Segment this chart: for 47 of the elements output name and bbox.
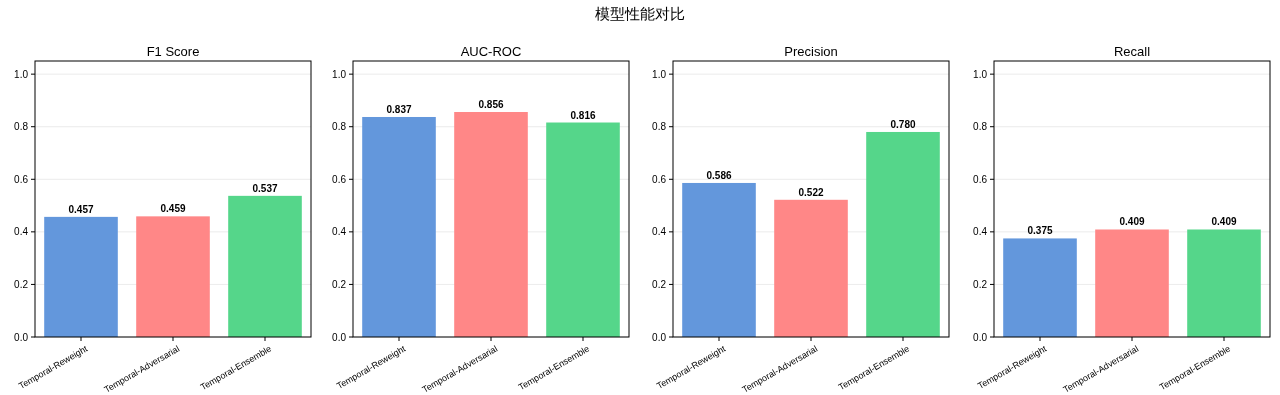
bar — [228, 195, 302, 337]
bar — [774, 199, 848, 337]
y-tick-label: 0.4 — [652, 226, 667, 238]
text: 模型性能对比 — [595, 5, 685, 22]
data-label: 0.459 — [160, 203, 186, 215]
y-tick-label: 0.8 — [652, 121, 667, 133]
bar — [136, 216, 210, 337]
bar — [44, 216, 118, 337]
y-tick-label: 1.0 — [973, 68, 988, 80]
y-tick-label: 0.8 — [332, 121, 347, 133]
y-tick-label: 1.0 — [14, 68, 29, 80]
y-tick-label: 0.6 — [973, 173, 988, 185]
y-tick-label: 0.2 — [652, 278, 667, 290]
y-tick-label: 0.0 — [332, 331, 347, 343]
y-tick-label: 0.6 — [652, 173, 667, 185]
data-label: 0.780 — [890, 118, 916, 130]
data-label: 0.816 — [570, 109, 596, 121]
data-label: 0.856 — [478, 98, 504, 110]
data-label: 0.586 — [706, 169, 732, 181]
y-tick-label: 0.2 — [14, 278, 29, 290]
data-label: 0.375 — [1027, 225, 1053, 237]
y-tick-label: 0.4 — [332, 226, 347, 238]
y-tick-label: 0.0 — [652, 331, 667, 343]
y-tick-label: 1.0 — [332, 68, 347, 80]
y-tick-label: 0.0 — [973, 331, 988, 343]
y-tick-label: 1.0 — [652, 68, 667, 80]
y-tick-label: 0.8 — [14, 121, 29, 133]
y-tick-label: 0.0 — [14, 331, 29, 343]
y-tick-label: 0.8 — [973, 121, 988, 133]
bar — [682, 182, 756, 337]
data-label: 0.537 — [252, 182, 278, 194]
y-tick-label: 0.4 — [973, 226, 988, 238]
y-tick-label: 0.6 — [332, 173, 347, 185]
chart-title: AUC-ROC — [460, 44, 522, 59]
y-tick-label: 0.2 — [973, 278, 988, 290]
data-label: 0.409 — [1119, 216, 1145, 228]
y-tick-label: 0.4 — [14, 226, 29, 238]
data-label: 0.409 — [1211, 216, 1237, 228]
y-tick-label: 0.6 — [14, 173, 29, 185]
bar — [866, 131, 940, 337]
data-label: 0.522 — [798, 186, 824, 198]
data-label: 0.457 — [68, 203, 94, 215]
chart-title: F1 Score — [146, 44, 200, 59]
chart-title: Recall — [1113, 44, 1151, 59]
chart-title: Precision — [784, 44, 838, 59]
y-tick-label: 0.2 — [332, 278, 347, 290]
data-label: 0.837 — [386, 103, 412, 115]
